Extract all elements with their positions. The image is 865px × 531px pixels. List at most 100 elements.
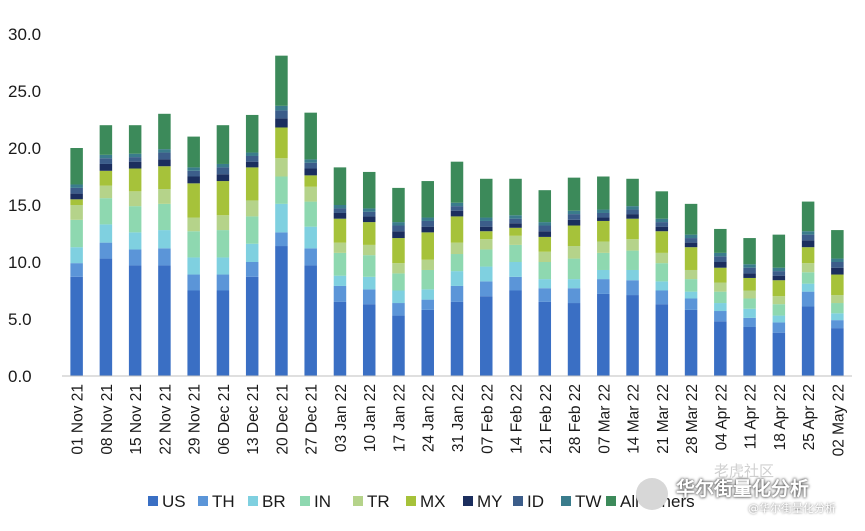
bar-segment-id xyxy=(714,256,727,262)
bar-segment-tr xyxy=(304,186,317,202)
bar-segment-br xyxy=(684,291,698,299)
bar-stack xyxy=(187,136,200,376)
bar-segment-th xyxy=(70,263,83,277)
bar-segment-id xyxy=(480,220,493,227)
x-tick-label: 14 Feb 22 xyxy=(509,384,526,454)
bar-segment-all-others xyxy=(772,234,786,268)
bar-segment-br xyxy=(333,275,347,286)
bar-segment-in xyxy=(450,254,464,272)
y-tick-label: 15.0 xyxy=(8,196,41,215)
bar-segment-mx xyxy=(772,280,786,297)
legend-item: TR xyxy=(353,492,390,511)
bar-segment-th xyxy=(128,249,142,266)
bar-segment-tr xyxy=(743,290,756,299)
bar-segment-id xyxy=(275,110,288,119)
bar-segment-tr xyxy=(567,246,581,259)
bar-segment-id xyxy=(245,155,259,162)
bar-segment-in xyxy=(70,219,83,248)
bar-segment-tr xyxy=(333,242,347,253)
bar-segment-us xyxy=(70,276,83,376)
bar-segment-in xyxy=(128,206,142,233)
bar-segment-id xyxy=(392,225,405,232)
y-tick-label: 0.0 xyxy=(8,367,32,386)
bar-segment-us xyxy=(128,265,142,376)
bar-segment-tr xyxy=(158,189,171,204)
bar-segment-us xyxy=(567,303,581,376)
bar-stack xyxy=(99,125,113,376)
bar-stack xyxy=(626,178,639,376)
bar-segment-my xyxy=(714,262,727,268)
x-tick-label: 14 Mar 22 xyxy=(626,384,643,454)
bar-segment-in xyxy=(743,298,756,309)
bar-segment-tr xyxy=(684,269,698,280)
bar-segment-br xyxy=(128,232,142,250)
bar-segment-tr xyxy=(509,235,522,245)
bar-segment-in xyxy=(597,252,610,270)
bar-segment-br xyxy=(597,269,610,280)
bar-segment-br xyxy=(275,203,288,233)
bar-segment-br xyxy=(655,281,669,291)
wechat-logo-icon xyxy=(636,478,668,510)
bar-segment-my xyxy=(684,242,698,248)
bar-segment-br xyxy=(538,279,552,289)
bar-segment-mx xyxy=(275,127,288,159)
bar-segment-my xyxy=(275,118,288,128)
bar-segment-mx xyxy=(392,238,405,264)
legend-item: TW xyxy=(561,492,601,511)
bar-segment-tw xyxy=(392,222,405,226)
bar-segment-th xyxy=(626,280,639,296)
bar-segment-mx xyxy=(70,199,83,205)
bar-segment-tw xyxy=(801,231,815,235)
bar-segment-tr xyxy=(128,191,142,207)
bar-stack xyxy=(538,190,552,376)
bar-segment-my xyxy=(392,231,405,239)
bar-segment-us xyxy=(480,296,493,376)
bar-segment-in xyxy=(626,250,639,270)
bar-segment-br xyxy=(99,224,113,243)
bar-segment-mx xyxy=(801,247,815,264)
bar-segment-my xyxy=(567,219,581,226)
bar-segment-id xyxy=(158,152,171,160)
legend-item: US xyxy=(148,492,186,511)
bar-segment-in xyxy=(392,273,405,291)
bar-segment-us xyxy=(275,246,288,376)
bar-segment-tw xyxy=(158,149,171,153)
bar-segment-my xyxy=(128,161,142,169)
bar-segment-in xyxy=(245,216,259,244)
bar-segment-all-others xyxy=(70,148,83,185)
bar-stack xyxy=(567,177,581,376)
bar-segment-all-others xyxy=(187,136,200,168)
bar-segment-th xyxy=(245,262,259,277)
bar-segment-mx xyxy=(245,167,259,201)
bar-segment-in xyxy=(714,291,727,304)
legend-swatch xyxy=(406,496,416,506)
bar-segment-mx xyxy=(567,225,581,247)
bar-segment-id xyxy=(538,225,552,232)
bar-segment-us xyxy=(801,306,815,376)
bar-segment-tr xyxy=(655,252,669,264)
bar-segment-tr xyxy=(187,217,200,232)
bar-segment-br xyxy=(509,262,522,277)
bar-segment-tw xyxy=(772,267,786,272)
bar-segment-th xyxy=(509,276,522,291)
bar-segment-tr xyxy=(99,185,113,199)
bar-segment-us xyxy=(538,301,552,376)
x-tick-label: 22 Nov 21 xyxy=(157,384,174,455)
bar-segment-in xyxy=(158,203,171,231)
bar-segment-tr xyxy=(245,200,259,217)
bar-stack xyxy=(70,148,83,376)
bar-segment-tr xyxy=(714,282,727,292)
bar-segment-my xyxy=(99,163,113,171)
legend-item: IN xyxy=(300,492,331,511)
bar-stack xyxy=(509,178,522,376)
bar-segment-us xyxy=(421,309,434,376)
bar-segment-us xyxy=(450,301,464,376)
bar-segment-tw xyxy=(538,222,552,226)
x-tick-label: 18 Apr 22 xyxy=(772,384,789,450)
bar-stack xyxy=(831,230,844,376)
bar-segment-th xyxy=(538,288,552,302)
bar-segment-th xyxy=(333,285,347,302)
bar-segment-us xyxy=(597,293,610,376)
bar-stack xyxy=(655,191,669,376)
